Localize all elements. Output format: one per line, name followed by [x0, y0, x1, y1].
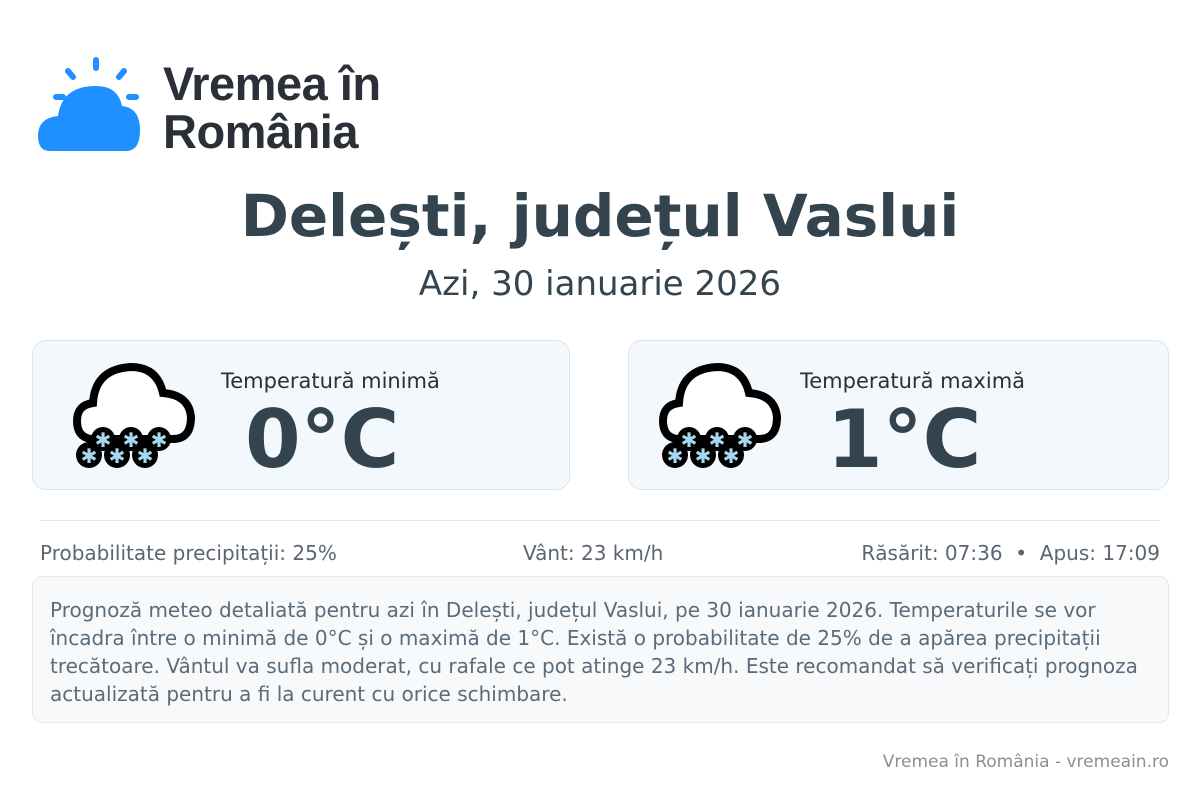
svg-text:✱: ✱ [737, 428, 754, 452]
precipitation-probability: Probabilitate precipitații: 25% [40, 541, 337, 565]
brand-name: Vremea în România [163, 60, 381, 156]
svg-text:✱: ✱ [109, 444, 126, 468]
forecast-date: Azi, 30 ianuarie 2026 [418, 264, 782, 304]
footer-credit: Vremea în România - vremeain.ro [882, 752, 1169, 772]
svg-text:✱: ✱ [151, 428, 168, 452]
svg-text:✱: ✱ [709, 428, 726, 452]
svg-text:✱: ✱ [695, 444, 712, 468]
sun-cloud-logo-icon [38, 57, 140, 151]
svg-text:✱: ✱ [723, 444, 740, 468]
max-temp-card: ✱ ✱ ✱ ✱ ✱ ✱ Temperatură maximă 1°C [628, 340, 1169, 490]
svg-text:✱: ✱ [81, 444, 98, 468]
min-temp-card: ✱ ✱ ✱ ✱ ✱ ✱ Temperatură minimă 0°C [32, 340, 570, 490]
svg-text:✱: ✱ [137, 444, 154, 468]
brand-line2: România [163, 105, 358, 158]
svg-text:✱: ✱ [681, 428, 698, 452]
divider [40, 520, 1160, 521]
brand-line1: Vremea în [163, 57, 381, 110]
min-temp-value: 0°C [245, 393, 400, 486]
sunrise-sunset: Răsărit: 07:36 • Apus: 17:09 [861, 541, 1160, 565]
svg-text:✱: ✱ [667, 444, 684, 468]
page-title: Delești, județul Vaslui [240, 182, 960, 250]
wind-speed: Vânt: 23 km/h [523, 541, 664, 565]
max-temp-value: 1°C [827, 393, 982, 486]
max-temp-label: Temperatură maximă [800, 369, 1026, 393]
svg-text:✱: ✱ [95, 428, 112, 452]
snow-cloud-icon: ✱ ✱ ✱✱ ✱ ✱ [659, 362, 782, 468]
min-temp-label: Temperatură minimă [221, 369, 440, 393]
svg-text:✱: ✱ [123, 428, 140, 452]
forecast-description: Prognoză meteo detaliată pentru azi în D… [32, 576, 1169, 723]
snow-cloud-icon: ✱ ✱ ✱✱ ✱ ✱ [73, 362, 196, 468]
